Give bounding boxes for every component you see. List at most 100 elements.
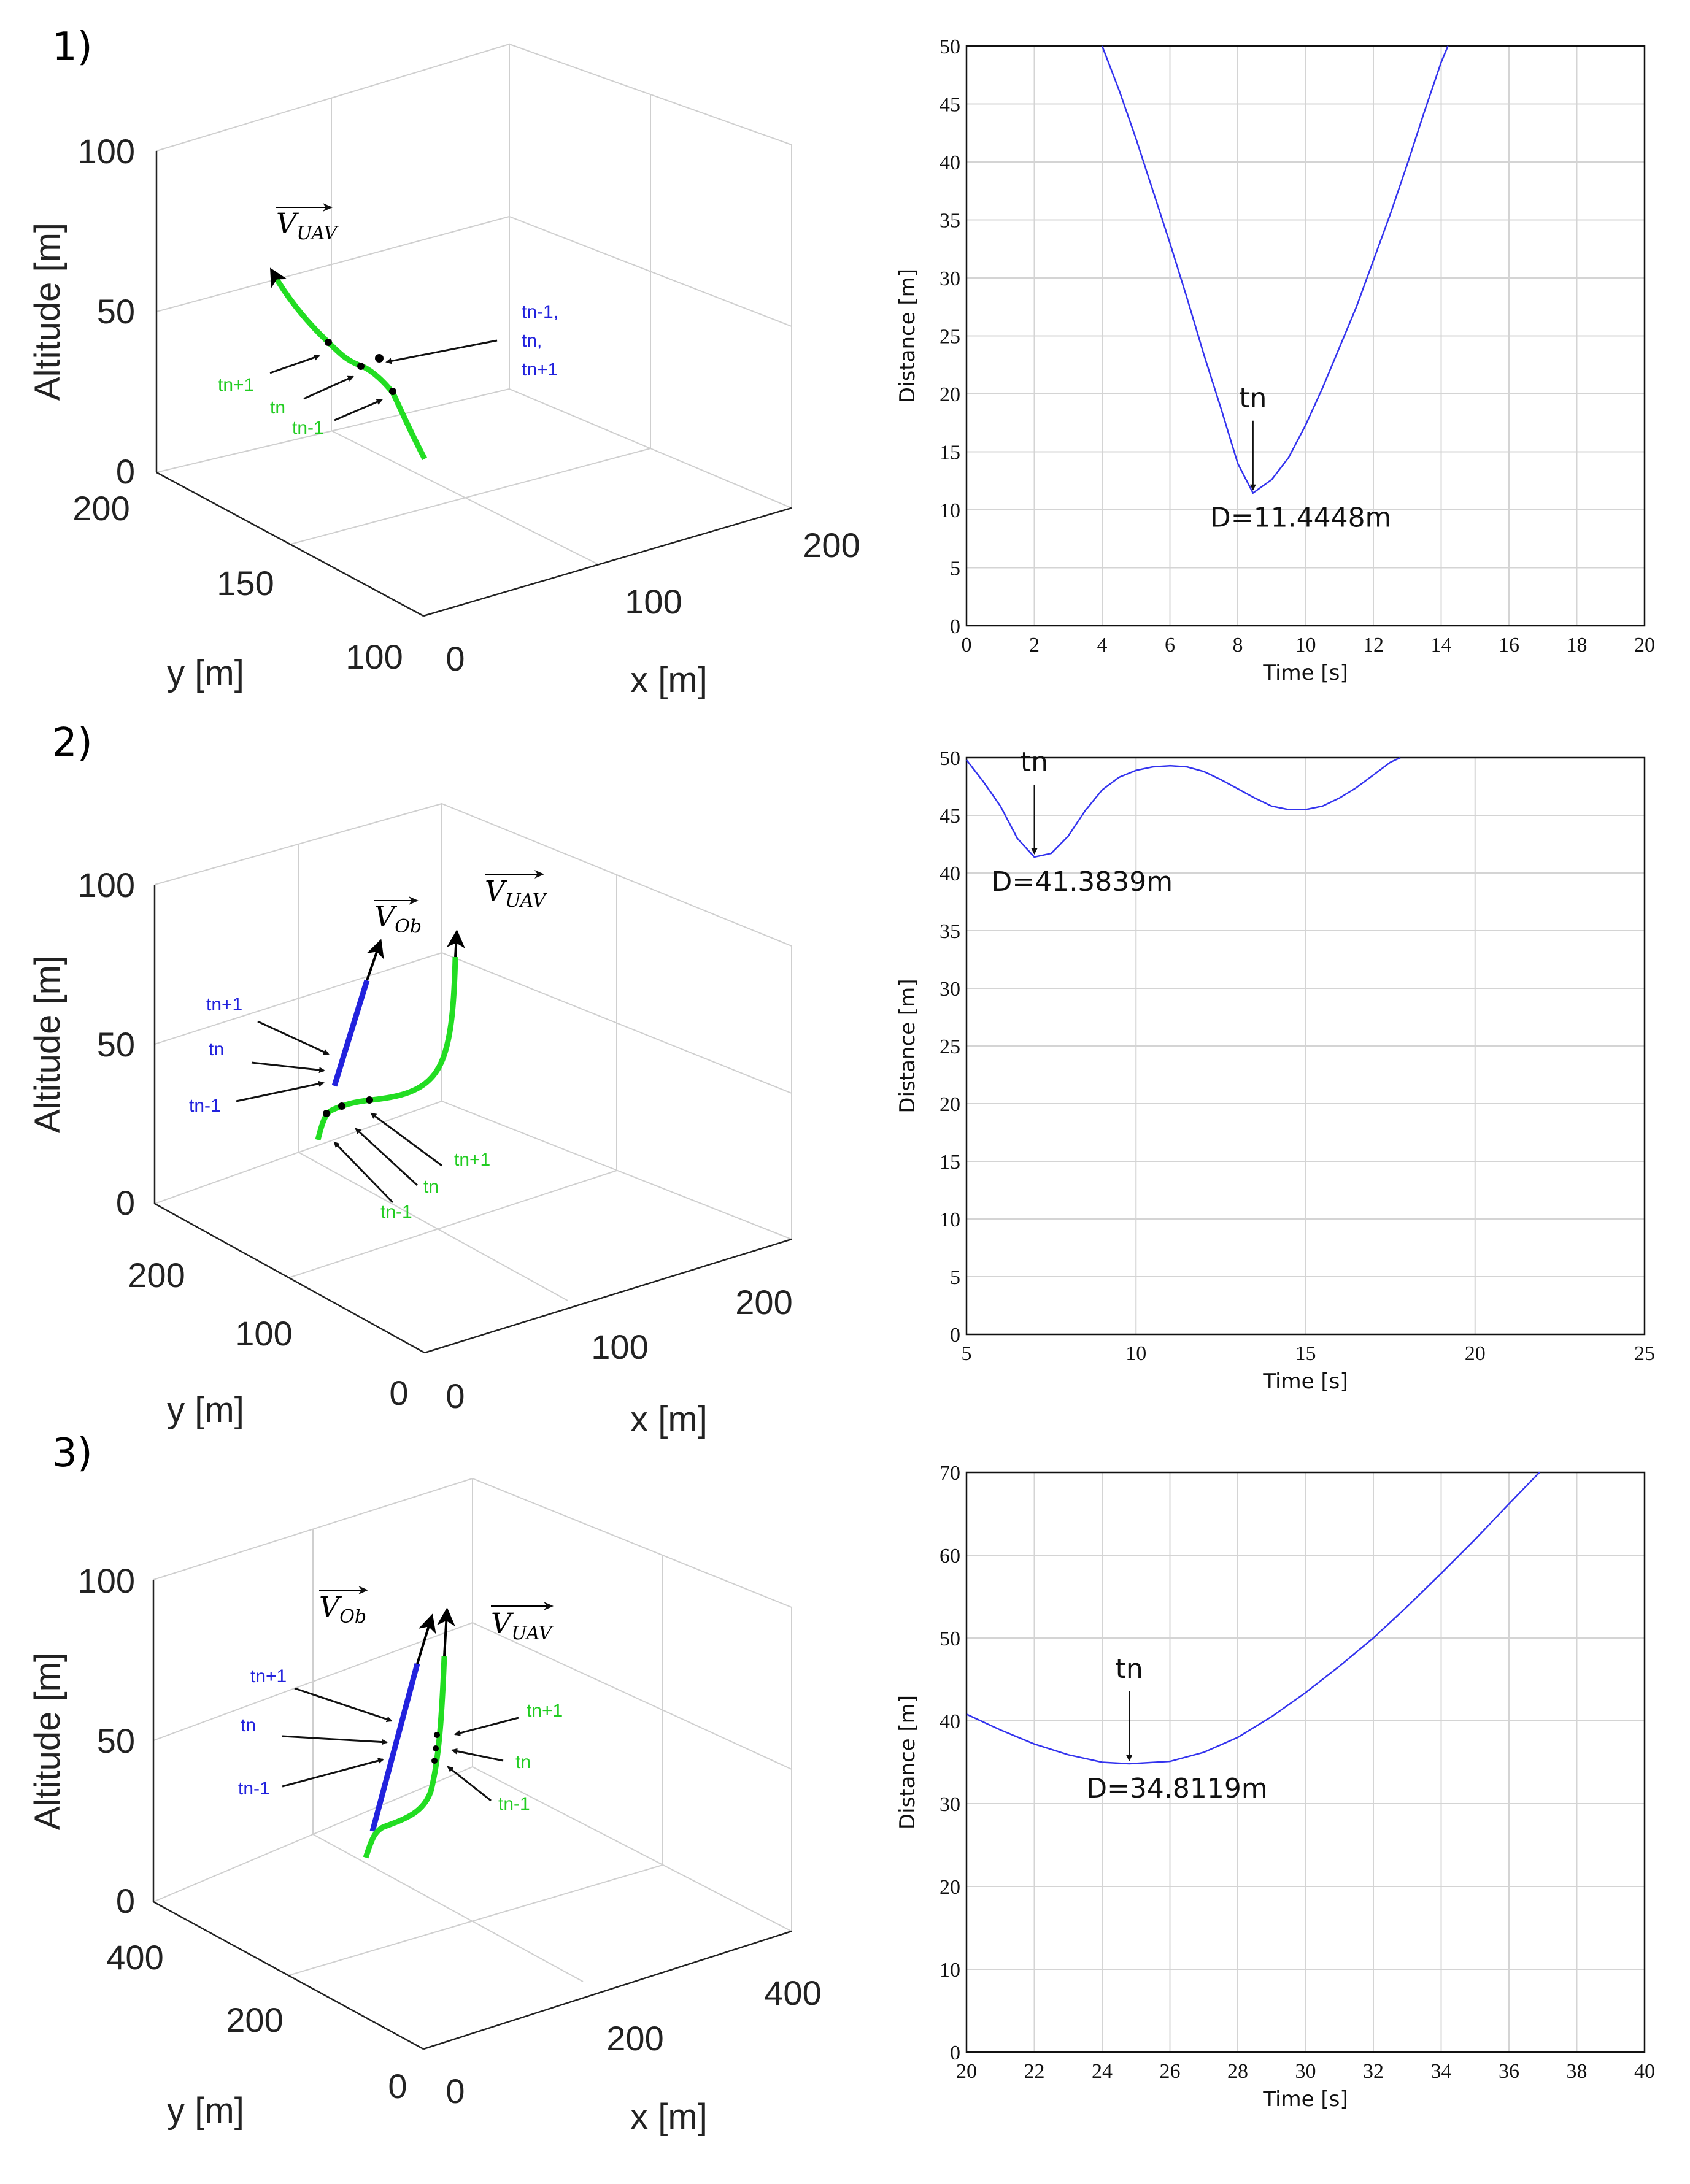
min-time-label: tn <box>1116 1653 1143 1685</box>
min-time-label: tn <box>1021 747 1048 778</box>
y-tick-label: 40 <box>940 152 960 174</box>
y-tick-label: 20 <box>940 1876 960 1899</box>
trajectory-point <box>325 339 332 346</box>
z-tick: 100 <box>78 132 135 171</box>
distance-series <box>966 1472 1540 1765</box>
x-axis-label: x [m] <box>630 2097 708 2137</box>
x-tick: 200 <box>803 526 860 564</box>
plot-frame <box>965 45 1646 627</box>
vector-label-uav: VUAV <box>485 870 548 912</box>
svg-text:VUAV: VUAV <box>276 207 339 244</box>
x-tick-label: 24 <box>1092 2060 1113 2083</box>
vector-label-ob: VOb <box>319 1586 368 1628</box>
x-tick: 200 <box>606 2019 663 2058</box>
uav-trajectory <box>363 1656 447 1859</box>
label-green: tn-1 <box>292 418 324 438</box>
distance-chart-3: 20 22 24 26 28 30 32 34 36 38 40 0 10 20 30 40 50 60 70 Tim… <box>895 1462 1655 2112</box>
y-tick-label: 20 <box>940 1093 960 1116</box>
x-tick: 200 <box>735 1283 792 1321</box>
y-tick-label: 0 <box>950 1324 960 1347</box>
distance-series <box>1101 45 1449 494</box>
y-tick-label: 10 <box>940 1209 960 1231</box>
panel-1: 1) 0 50 100 0 100 200 100 150 <box>28 25 860 700</box>
plot3d-2: 0 50 100 0 100 200 0 100 200 Altitude [m… <box>28 802 793 1439</box>
y-axis-label: Distance [m] <box>895 1695 920 1829</box>
min-distance-label: D=11.4448m <box>1210 502 1392 534</box>
x-tick-label: 15 <box>1295 1342 1316 1365</box>
y-axis-label: Distance [m] <box>895 979 920 1113</box>
label-green: tn <box>515 1752 531 1772</box>
x-tick-label: 36 <box>1499 2060 1519 2083</box>
y-tick: 100 <box>345 637 403 676</box>
min-distance-label: D=34.8119m <box>1086 1773 1268 1804</box>
x-tick: 100 <box>591 1328 648 1366</box>
vector-name: V <box>485 874 508 907</box>
x-axis-label: Time [s] <box>1262 1369 1348 1394</box>
y-tick-label: 20 <box>940 383 960 406</box>
y-tick-label: 25 <box>940 326 960 348</box>
x-tick-label: 25 <box>1634 1342 1655 1365</box>
trajectory-point <box>389 388 396 395</box>
label-green: tn+1 <box>218 375 254 395</box>
z-tick: 100 <box>78 866 135 904</box>
y-tick-label: 45 <box>940 805 960 828</box>
panel-2: 2) 0 50 100 0 100 200 0 100 200 Altitude… <box>28 720 793 1439</box>
x-tick-label: 20 <box>956 2060 977 2083</box>
y-tick-label: 50 <box>940 36 960 58</box>
uav-trajectory <box>315 956 458 1141</box>
z-tick: 0 <box>116 1882 135 1920</box>
y-tick-label: 5 <box>950 558 960 580</box>
distance-series <box>966 756 1401 858</box>
y-axis-label: y [m] <box>167 653 244 693</box>
x-axis-label: x [m] <box>630 1399 708 1439</box>
y-tick-label: 50 <box>940 747 960 770</box>
y-tick: 100 <box>235 1314 292 1353</box>
y-tick: 200 <box>128 1256 185 1294</box>
min-time-label: tn <box>1239 383 1267 414</box>
vector-label-uav: VUAV <box>491 1602 554 1644</box>
vector-label-ob: VOb <box>374 896 422 937</box>
plot3d-1: 0 50 100 0 100 200 100 150 200 Altitude … <box>28 43 860 700</box>
y-tick-label: 50 <box>940 1628 960 1650</box>
z-tick: 0 <box>116 1183 135 1222</box>
x-tick: 0 <box>446 1377 465 1415</box>
x-tick: 0 <box>446 2072 465 2110</box>
x-tick-label: 18 <box>1567 634 1588 656</box>
vector-name: V <box>491 1607 514 1640</box>
y-axis-label: Distance [m] <box>895 269 920 403</box>
x-tick-label: 26 <box>1160 2060 1181 2083</box>
svg-text:VUAV: VUAV <box>491 1607 554 1644</box>
y-tick-label: 60 <box>940 1545 960 1567</box>
label-green: tn+1 <box>527 1701 563 1721</box>
vector-sub: Ob <box>339 1606 366 1628</box>
label-blue: tn+1 <box>522 360 558 380</box>
x-tick-label: 10 <box>1125 1342 1146 1365</box>
panel-label: 3) <box>52 1431 93 1476</box>
obstacle-trajectory <box>369 1663 420 1832</box>
x-tick-label: 4 <box>1097 634 1108 656</box>
label-blue: tn-1 <box>238 1778 270 1799</box>
y-axis-label: y [m] <box>167 2091 244 2131</box>
vector-name: V <box>374 900 398 933</box>
obstacle-trajectory <box>331 979 370 1087</box>
svg-text:VOb: VOb <box>319 1590 366 1628</box>
y-tick-label: 30 <box>940 978 960 1001</box>
vector-sub: UAV <box>511 1623 554 1644</box>
y-tick: 400 <box>106 1938 163 1977</box>
panel-label: 2) <box>52 720 93 766</box>
x-tick-label: 22 <box>1024 2060 1045 2083</box>
x-tick-label: 6 <box>1165 634 1175 656</box>
x-tick-label: 14 <box>1431 634 1452 656</box>
label-blue: tn-1, <box>522 302 558 322</box>
x-tick-label: 12 <box>1363 634 1384 656</box>
y-tick: 0 <box>388 2067 407 2105</box>
vector-sub: UAV <box>296 223 339 244</box>
y-tick-label: 15 <box>940 1151 960 1174</box>
label-green: tn <box>270 398 285 418</box>
x-tick-label: 20 <box>1634 634 1655 656</box>
x-tick-label: 5 <box>962 1342 972 1365</box>
plot-frame <box>965 756 1646 1336</box>
y-tick-label: 10 <box>940 499 960 522</box>
svg-text:VUAV: VUAV <box>485 874 548 912</box>
